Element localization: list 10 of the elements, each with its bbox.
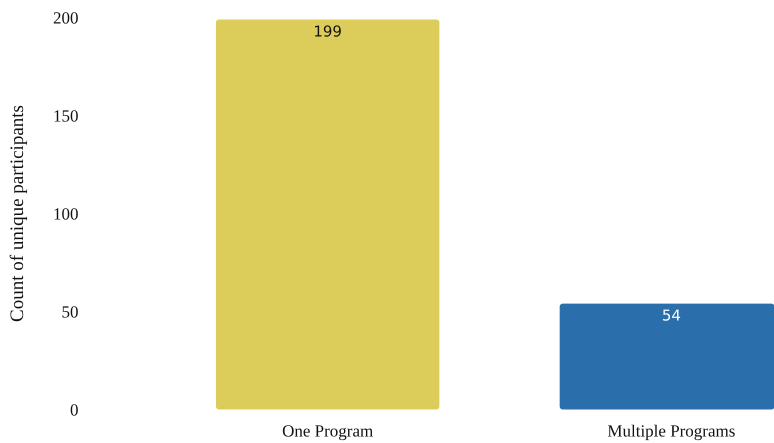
y-tick-label: 200	[53, 8, 78, 28]
y-tick-label: 100	[53, 204, 78, 224]
data-label: 54	[662, 306, 681, 325]
y-tick-label: 50	[62, 302, 78, 322]
y-tick-label: 150	[53, 106, 78, 126]
y-tick-label: 0	[70, 400, 78, 420]
y-axis-title: Count of unique participants	[7, 105, 28, 322]
data-label: 199	[313, 22, 342, 40]
x-tick-label: One Program	[282, 422, 374, 440]
x-tick-label: Multiple Programs	[607, 422, 736, 440]
